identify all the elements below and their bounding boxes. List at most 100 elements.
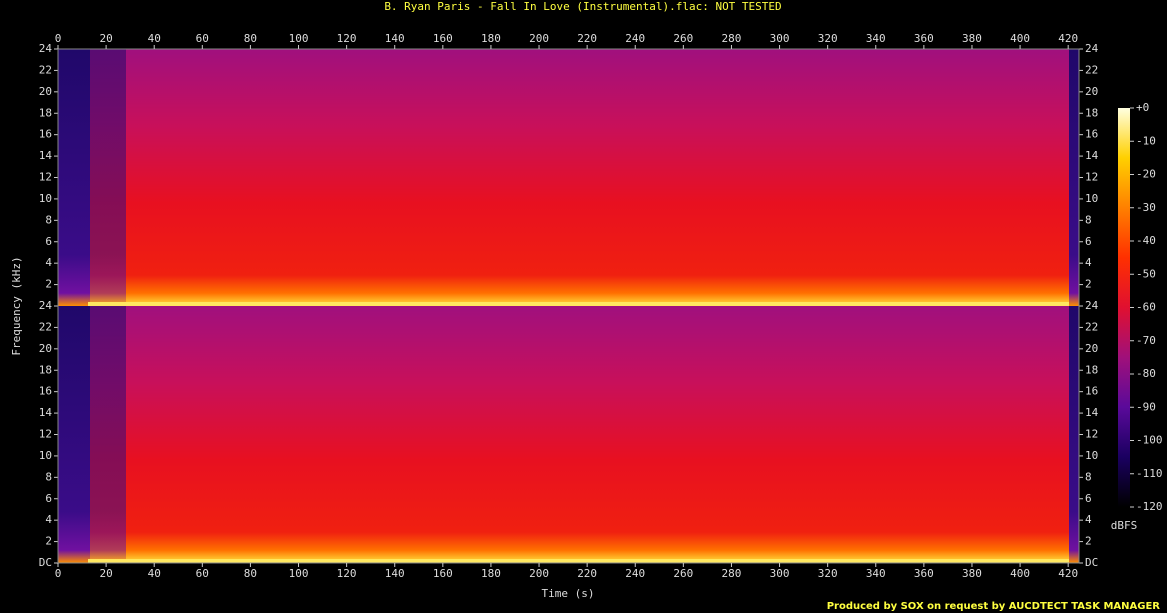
spectrogram-end — [1069, 306, 1079, 563]
x-tick-label: 80 — [244, 32, 257, 45]
y-tick-label: 18 — [39, 106, 52, 119]
x-tick-label: 360 — [914, 32, 934, 45]
y-tick-label: 6 — [1085, 492, 1092, 505]
y-tick-label: 22 — [39, 63, 52, 76]
y-tick-label: 22 — [1085, 320, 1098, 333]
y-tick-label: 18 — [39, 363, 52, 376]
y-tick-label: 22 — [39, 320, 52, 333]
y-tick-label: 8 — [45, 470, 52, 483]
spectrogram-end — [1069, 49, 1079, 306]
x-tick-label: 320 — [818, 32, 838, 45]
x-tick-label: 300 — [770, 567, 790, 580]
y-tick-label: 8 — [1085, 470, 1092, 483]
x-tick-label: 280 — [722, 32, 742, 45]
colorbar — [1118, 108, 1130, 507]
y-tick-label: 14 — [39, 406, 53, 419]
colorbar-tick-label: -60 — [1136, 301, 1156, 314]
y-tick-label: 2 — [1085, 278, 1092, 291]
x-tick-label: 180 — [481, 32, 501, 45]
colorbar-tick-label: -40 — [1136, 234, 1156, 247]
y-tick-label: 20 — [1085, 85, 1098, 98]
y-tick-label: 14 — [1085, 149, 1099, 162]
x-tick-label: 340 — [866, 32, 886, 45]
y-tick-label: 18 — [1085, 363, 1098, 376]
colorbar-tick-label: -50 — [1136, 267, 1156, 280]
y-tick-label: 24 — [39, 42, 53, 55]
y-tick-label: 24 — [1085, 42, 1099, 55]
y-tick-label: 20 — [39, 85, 52, 98]
y-tick-label: 6 — [1085, 235, 1092, 248]
y-tick-label: 16 — [1085, 385, 1098, 398]
x-tick-label: 220 — [577, 32, 597, 45]
colorbar-tick-label: +0 — [1136, 101, 1149, 114]
y-tick-label: 16 — [1085, 128, 1098, 141]
y-tick-label: 10 — [1085, 449, 1098, 462]
x-tick-label: 20 — [99, 567, 112, 580]
y-tick-label: 4 — [1085, 513, 1092, 526]
credit: Produced by SOX on request by AUCDTECT T… — [827, 601, 1161, 612]
x-tick-label: 320 — [818, 567, 838, 580]
x-tick-label: 300 — [770, 32, 790, 45]
x-tick-label: 0 — [55, 32, 62, 45]
x-tick-label: 80 — [244, 567, 257, 580]
x-tick-label: 40 — [148, 32, 161, 45]
spectrogram-fade — [90, 49, 126, 306]
y-tick-label: 24 — [1085, 299, 1099, 312]
x-tick-label: 280 — [722, 567, 742, 580]
spectrogram-quiet — [58, 49, 90, 306]
x-tick-label: 340 — [866, 567, 886, 580]
x-tick-label: 160 — [433, 567, 453, 580]
colorbar-tick-label: -100 — [1136, 434, 1163, 447]
x-tick-label: 220 — [577, 567, 597, 580]
x-tick-label: 260 — [673, 567, 693, 580]
x-tick-label: 60 — [196, 567, 209, 580]
y-tick-label: 16 — [39, 385, 52, 398]
y-tick-label: 20 — [1085, 342, 1098, 355]
y-tick-label: 2 — [1085, 535, 1092, 548]
x-tick-label: 380 — [962, 32, 982, 45]
y-tick-label: 12 — [1085, 428, 1098, 441]
y-axis-label: Frequency (kHz) — [10, 256, 23, 355]
y-tick-label: 10 — [39, 192, 52, 205]
x-tick-label: 200 — [529, 567, 549, 580]
x-tick-label: 160 — [433, 32, 453, 45]
spectrogram-quiet — [58, 306, 90, 563]
y-tick-label: 4 — [45, 513, 52, 526]
x-tick-label: 420 — [1058, 32, 1078, 45]
y-tick-label: 14 — [1085, 406, 1099, 419]
x-tick-label: 200 — [529, 32, 549, 45]
x-tick-label: 380 — [962, 567, 982, 580]
y-tick-label: 12 — [1085, 171, 1098, 184]
y-tick-label: 24 — [39, 299, 53, 312]
y-tick-label: 16 — [39, 128, 52, 141]
x-tick-label: 0 — [55, 567, 62, 580]
y-tick-label: DC — [39, 556, 52, 569]
y-tick-label: 20 — [39, 342, 52, 355]
x-tick-label: 140 — [385, 567, 405, 580]
x-axis-label: Time (s) — [542, 587, 595, 600]
y-tick-label: 6 — [45, 235, 52, 248]
x-tick-label: 400 — [1010, 567, 1030, 580]
x-tick-label: 140 — [385, 32, 405, 45]
spectrogram — [58, 49, 1079, 306]
x-tick-label: 240 — [625, 567, 645, 580]
y-tick-label: 10 — [39, 449, 52, 462]
x-tick-label: 420 — [1058, 567, 1078, 580]
x-tick-label: 240 — [625, 32, 645, 45]
x-tick-label: 20 — [99, 32, 112, 45]
colorbar-tick-label: -120 — [1136, 500, 1163, 513]
x-tick-label: 120 — [337, 32, 357, 45]
x-tick-label: 100 — [289, 32, 309, 45]
spectrogram-dc — [88, 302, 1069, 306]
y-tick-label: 22 — [1085, 63, 1098, 76]
x-tick-label: 400 — [1010, 32, 1030, 45]
y-tick-label: 6 — [45, 492, 52, 505]
x-tick-label: 120 — [337, 567, 357, 580]
colorbar-label: dBFS — [1111, 519, 1138, 532]
x-tick-label: 60 — [196, 32, 209, 45]
y-tick-label: DC — [1085, 556, 1098, 569]
colorbar-tick-label: -30 — [1136, 201, 1156, 214]
spectrogram-dc — [88, 559, 1069, 563]
y-tick-label: 12 — [39, 171, 52, 184]
